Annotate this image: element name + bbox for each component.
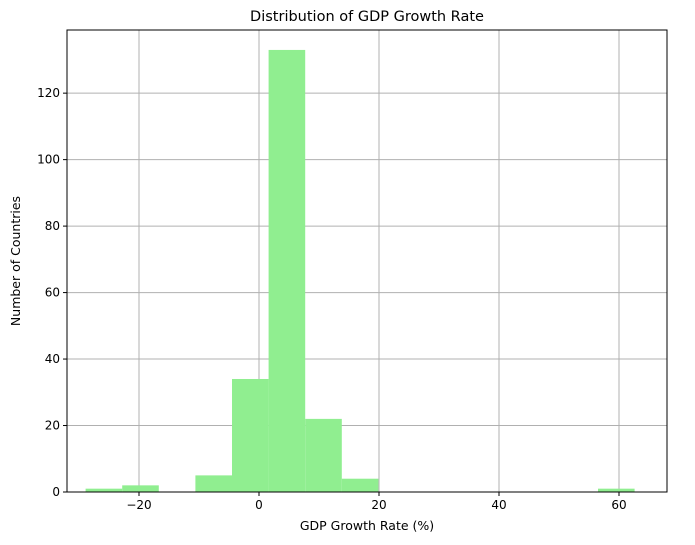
y-tick-label: 80 [45, 219, 60, 233]
histogram-bar [85, 488, 123, 492]
x-axis-ticks: −20 0 20 40 60 [126, 492, 627, 512]
y-tick-label: 60 [45, 286, 60, 300]
chart-title: Distribution of GDP Growth Rate [250, 9, 484, 25]
x-tick-label: 20 [371, 498, 386, 512]
histogram-bars [85, 49, 635, 493]
histogram-bar [305, 418, 342, 492]
y-tick-label: 40 [45, 352, 60, 366]
y-tick-label: 20 [45, 419, 60, 433]
y-tick-label: 100 [37, 153, 60, 167]
x-tick-label: 60 [611, 498, 626, 512]
y-axis-ticks: 0 20 40 60 80 100 120 [37, 86, 67, 499]
x-tick-label: 0 [255, 498, 263, 512]
histogram-bar [268, 49, 306, 493]
histogram-bar [341, 478, 379, 492]
y-tick-label: 120 [37, 86, 60, 100]
x-tick-label: 40 [491, 498, 506, 512]
histogram-bar [122, 485, 159, 492]
histogram-bar [195, 475, 232, 492]
y-axis-label: Number of Countries [8, 196, 23, 326]
histogram-bar [232, 378, 269, 492]
y-tick-label: 0 [52, 485, 60, 499]
plot-frame [66, 29, 668, 493]
histogram-bar [598, 488, 635, 492]
x-axis-label: GDP Growth Rate (%) [300, 518, 434, 533]
x-tick-label: −20 [126, 498, 151, 512]
